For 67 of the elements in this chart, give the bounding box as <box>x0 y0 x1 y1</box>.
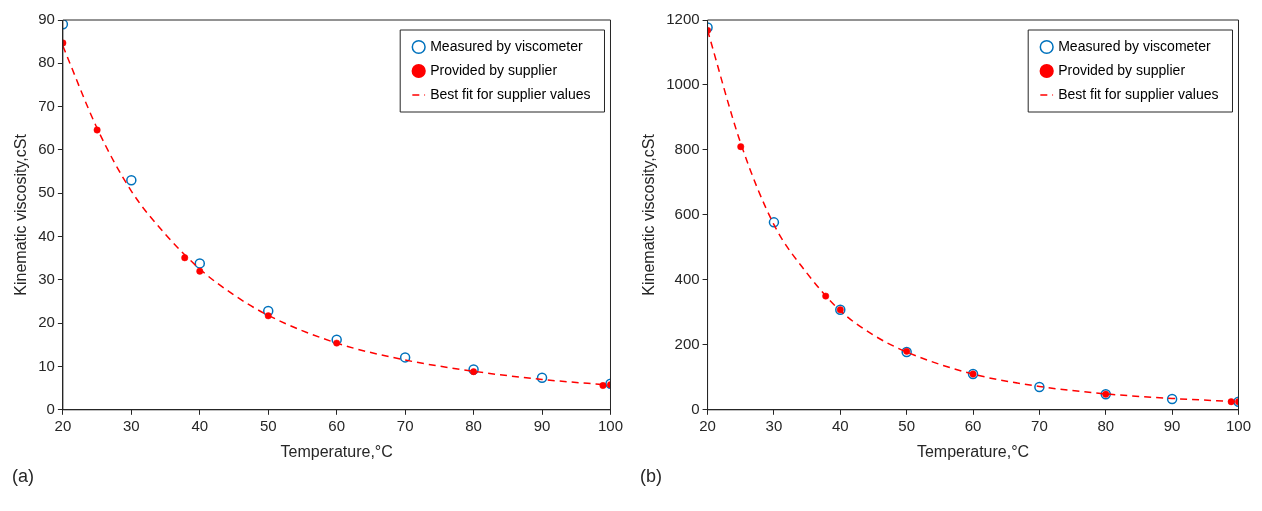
point <box>468 364 479 375</box>
y-tick-label: 50 <box>38 183 55 201</box>
point <box>93 126 101 134</box>
y-tick-label: 70 <box>38 96 55 114</box>
y-tick-label: 200 <box>674 334 700 352</box>
point <box>194 258 206 269</box>
x-tick-label: 80 <box>465 416 482 434</box>
point <box>470 368 478 376</box>
point <box>768 217 780 228</box>
y-tick-label: 30 <box>38 270 55 288</box>
point <box>196 267 204 275</box>
x-axis-title: Temperature,°C <box>280 442 393 460</box>
x-tick-label: 100 <box>1225 416 1251 434</box>
x-tick-label: 40 <box>191 416 209 434</box>
text: (b) <box>639 466 663 487</box>
x-tick-label: 30 <box>122 416 140 434</box>
text: (a) <box>11 466 35 487</box>
y-tick-label: 800 <box>674 140 700 158</box>
x-axis-title: Temperature,°C <box>916 442 1030 460</box>
x-tick-label: 90 <box>533 416 551 434</box>
x-tick-label: 70 <box>396 416 414 434</box>
x-tick-label: 50 <box>898 416 916 434</box>
x-tick-label: 50 <box>259 416 277 434</box>
point <box>262 305 274 317</box>
legend-label: Best fit for supplier values <box>430 85 591 102</box>
legend-label: Best fit for supplier values <box>1058 85 1219 102</box>
point <box>822 292 830 300</box>
x-tick-label: 20 <box>699 416 716 434</box>
legend-label: Provided by supplier <box>1058 61 1186 78</box>
y-axis-title: Kinematic viscosity,cSt <box>12 133 30 296</box>
point <box>264 312 272 320</box>
point <box>331 334 342 345</box>
y-tick-label: 10 <box>38 356 55 374</box>
y-tick-label: 20 <box>38 313 55 331</box>
x-tick-label: 40 <box>831 416 849 434</box>
x-tick-label: 30 <box>765 416 783 434</box>
point <box>1227 398 1235 406</box>
y-axis-title: Kinematic viscosity,cSt <box>640 133 658 296</box>
point <box>737 143 745 151</box>
point <box>1034 381 1045 393</box>
y-tick-label: 1200 <box>666 10 700 28</box>
x-tick-label: 80 <box>1097 416 1115 434</box>
point <box>399 352 411 363</box>
y-tick-label: 0 <box>46 399 55 417</box>
x-tick-label: 90 <box>1163 416 1181 434</box>
point <box>126 175 137 186</box>
x-tick-label: 70 <box>1031 416 1048 434</box>
x-tick-label: 60 <box>964 416 982 434</box>
y-tick-label: 0 <box>691 399 700 417</box>
y-tick-label: 400 <box>674 270 700 288</box>
legend-label: Measured by viscometer <box>1058 37 1212 54</box>
y-tick-label: 1000 <box>666 75 700 93</box>
legend-label: Measured by viscometer <box>430 37 584 54</box>
x-tick-label: 20 <box>54 416 72 434</box>
x-tick-label: 100 <box>597 416 623 434</box>
legend-label: Provided by supplier <box>430 61 558 78</box>
point <box>536 372 548 383</box>
point <box>333 339 341 347</box>
x-tick-label: 60 <box>328 416 346 434</box>
point <box>599 382 607 389</box>
point <box>1166 393 1178 405</box>
y-tick-label: 40 <box>38 226 55 244</box>
y-tick-label: 90 <box>38 10 55 28</box>
y-tick-label: 60 <box>38 140 55 158</box>
y-tick-label: 80 <box>38 53 55 71</box>
point <box>181 254 189 262</box>
y-tick-label: 600 <box>674 205 700 223</box>
